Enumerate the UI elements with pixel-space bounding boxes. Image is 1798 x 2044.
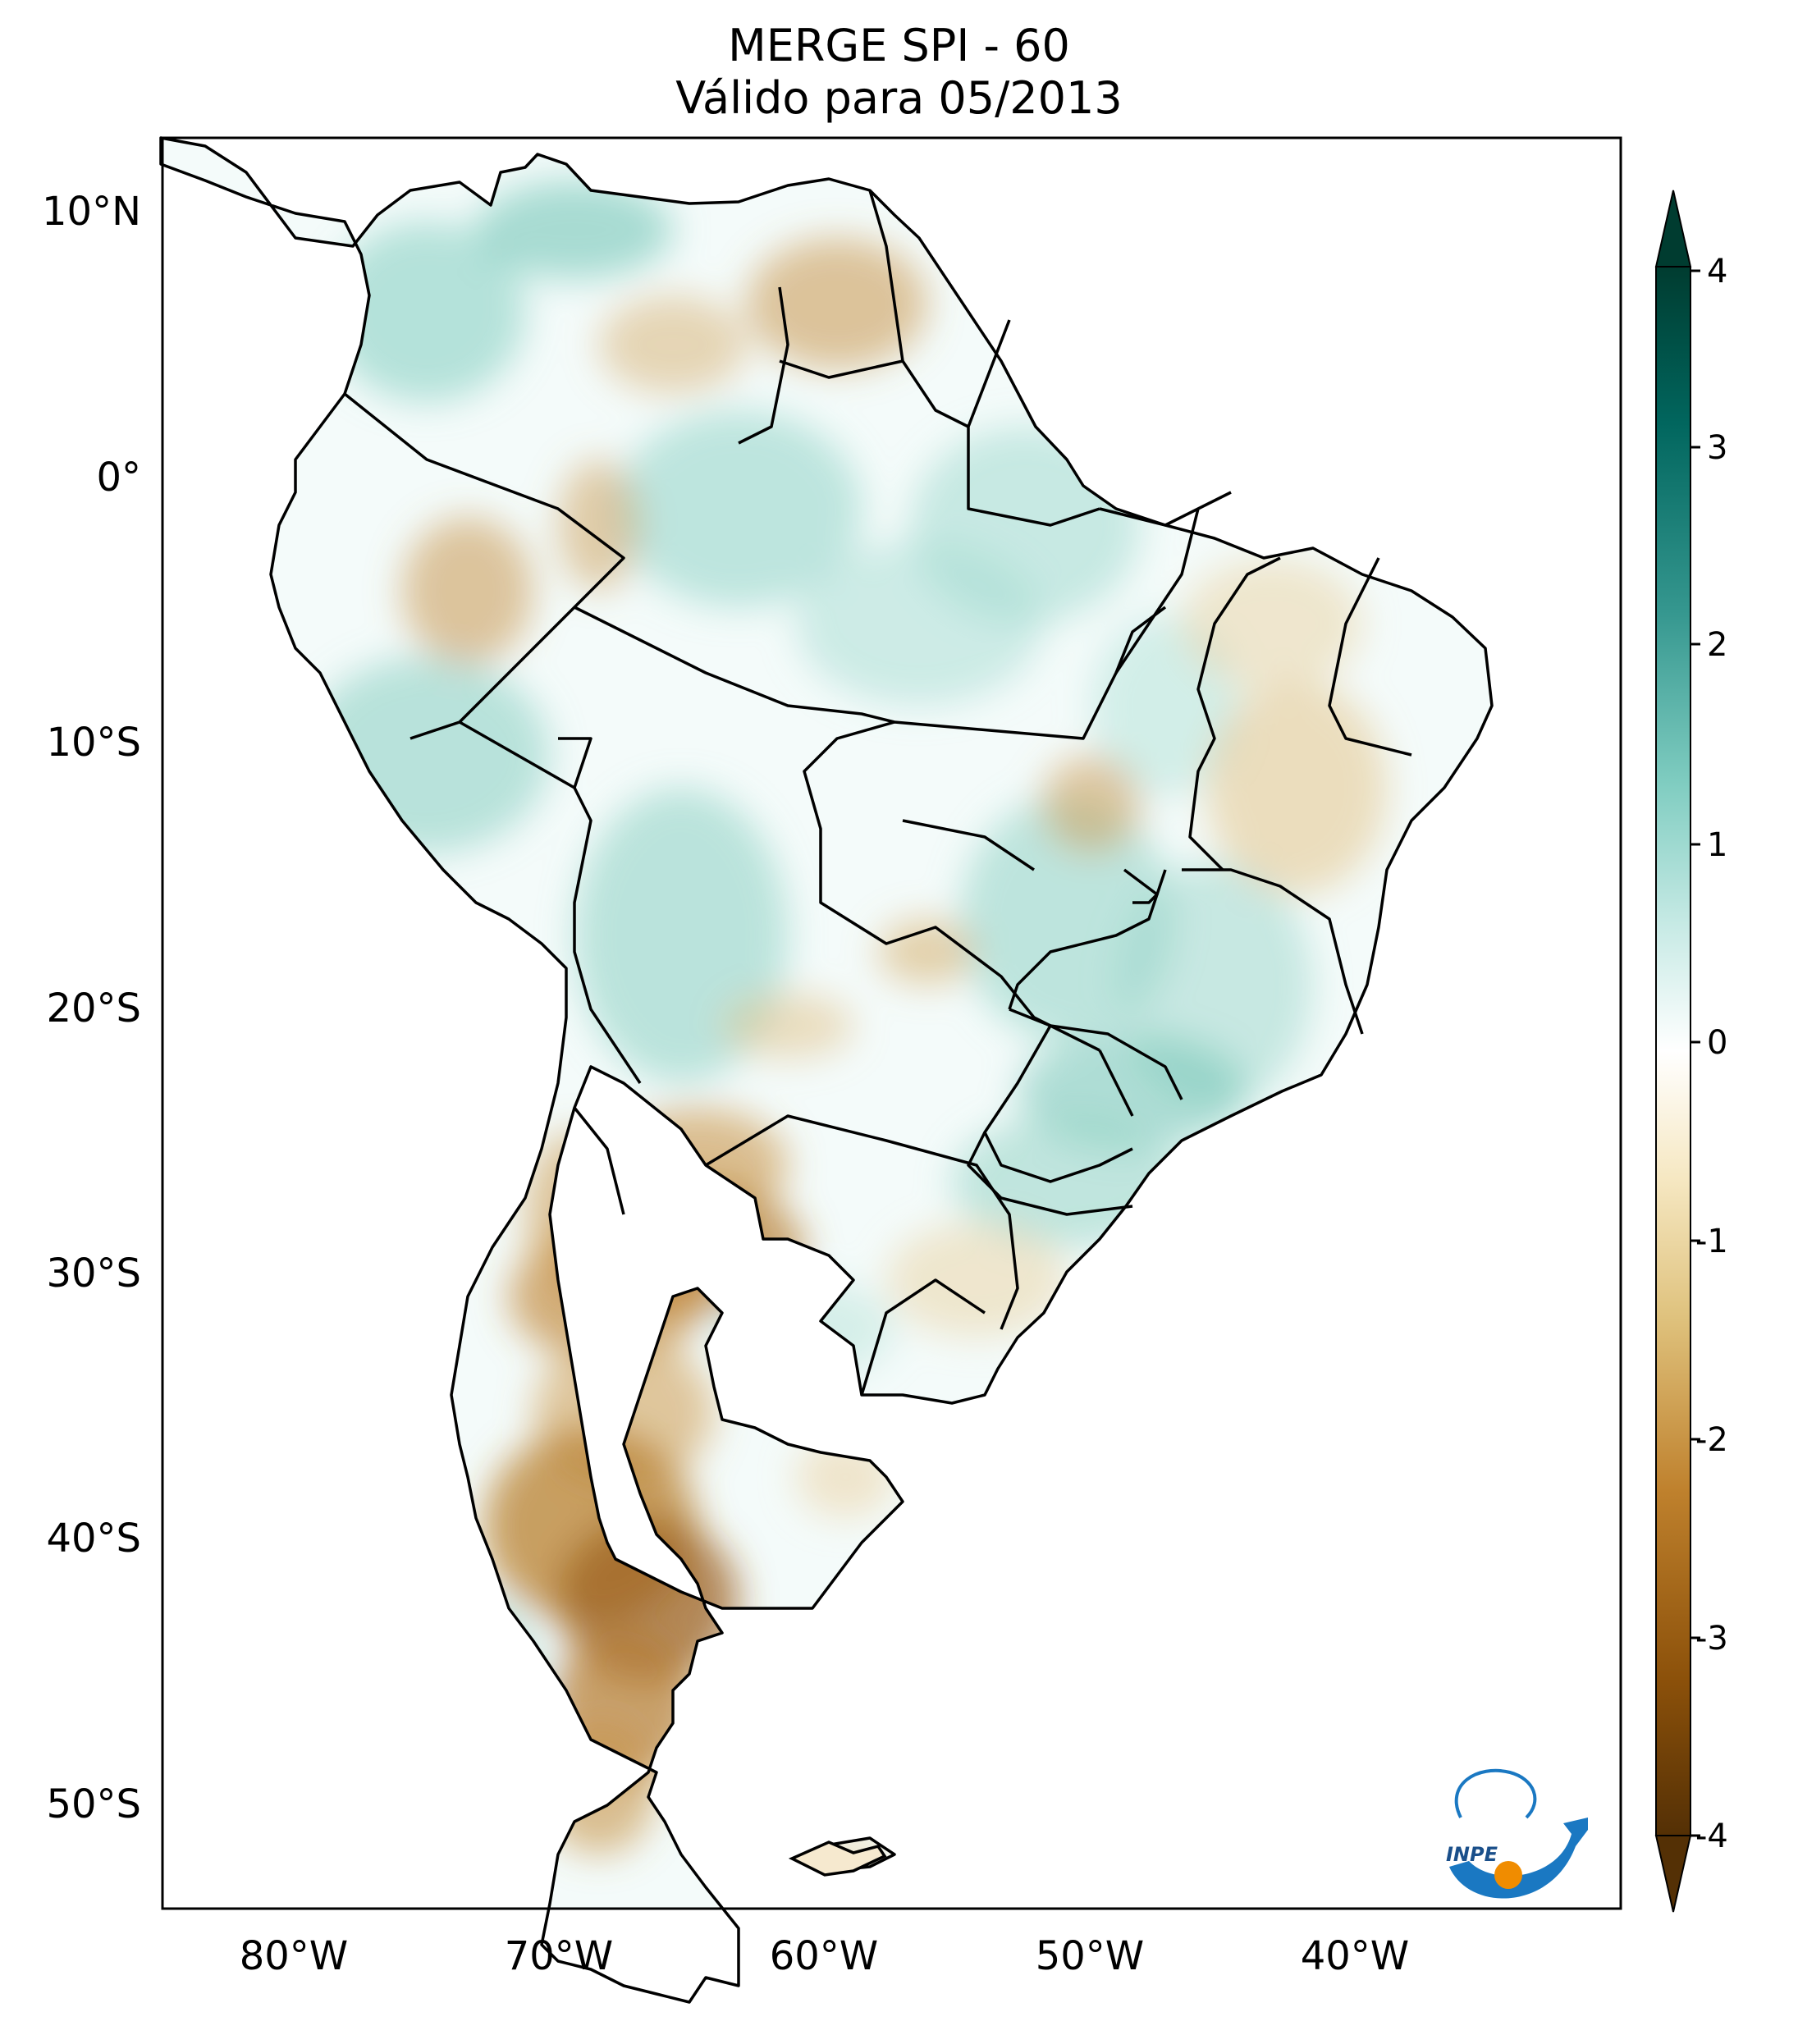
colorbar-tick-2: 2 bbox=[1707, 626, 1727, 664]
lat-label-30s: 30°S bbox=[46, 1251, 141, 1296]
inpe-logo: INPE bbox=[1446, 1768, 1588, 1899]
colorbar-max-extend bbox=[1654, 190, 1692, 268]
map-borders bbox=[159, 136, 1494, 2004]
colorbar-tick-4: 4 bbox=[1707, 253, 1727, 290]
colorbar-min-extend bbox=[1654, 1835, 1692, 1913]
map-title-line1: MERGE SPI - 60 bbox=[728, 20, 1070, 71]
map-title-line2: Válido para 05/2013 bbox=[675, 72, 1123, 124]
lat-label-10s: 10°S bbox=[46, 720, 141, 766]
lon-label-40w: 40°W bbox=[1301, 1933, 1410, 1979]
lon-label-70w: 70°W bbox=[505, 1933, 614, 1979]
colorbar: 4 3 2 1 0 -1 -2 -3 -4 bbox=[1654, 190, 1728, 1913]
inpe-logo-text: INPE bbox=[1446, 1843, 1498, 1866]
map-frame bbox=[161, 136, 1622, 1910]
colorbar-tick-minus4: -4 bbox=[1695, 1818, 1728, 1855]
lat-label-20s: 20°S bbox=[46, 985, 141, 1031]
longitude-labels: 80°W 70°W 60°W 50°W 40°W bbox=[240, 1933, 1410, 1979]
latitude-labels: 10°N 0° 10°S 20°S 30°S 40°S 50°S bbox=[42, 189, 141, 1827]
falkland-islands bbox=[788, 1841, 887, 1877]
lat-label-50s: 50°S bbox=[46, 1781, 141, 1827]
colorbar-tick-3: 3 bbox=[1707, 429, 1727, 467]
colorbar-tick-minus1: -1 bbox=[1695, 1223, 1728, 1260]
lon-label-50w: 50°W bbox=[1036, 1933, 1145, 1979]
colorbar-tick-minus3: -3 bbox=[1695, 1620, 1728, 1658]
colorbar-tick-0: 0 bbox=[1707, 1024, 1727, 1062]
lat-label-0: 0° bbox=[96, 455, 141, 501]
lon-label-60w: 60°W bbox=[770, 1933, 879, 1979]
lon-label-80w: 80°W bbox=[240, 1933, 349, 1979]
lat-label-10n: 10°N bbox=[42, 189, 141, 235]
colorbar-tick-1: 1 bbox=[1707, 826, 1727, 864]
colorbar-tick-minus2: -2 bbox=[1695, 1421, 1728, 1459]
lat-label-40s: 40°S bbox=[46, 1516, 141, 1562]
colorbar-bar bbox=[1655, 266, 1691, 1836]
